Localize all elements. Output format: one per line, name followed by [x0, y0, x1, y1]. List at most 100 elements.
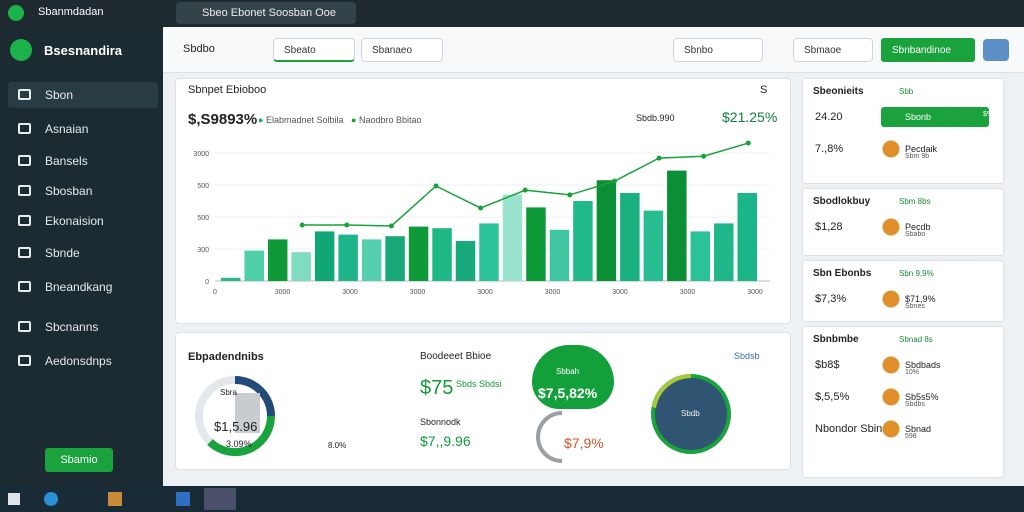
donut-tag: Sbra — [220, 388, 237, 397]
row-label[interactable]: Pecdaik — [881, 139, 951, 159]
bar — [291, 252, 311, 281]
trend-point — [701, 153, 707, 159]
taskbar — [0, 486, 1024, 512]
row-label[interactable]: Sbonb — [881, 107, 989, 127]
nav-item[interactable]: Sbcnanns — [8, 314, 158, 340]
row-label[interactable]: Sb5s5% — [881, 387, 951, 407]
donut-sub: 3.09% — [226, 439, 252, 449]
nav-icon — [18, 123, 31, 134]
side-panel: Sbodlokbuy Sbm 8bs $1,28 Pecdb Sbabo — [802, 188, 1004, 256]
nav-label: Bneandkang — [45, 280, 113, 294]
legend-entry: Elabmadnet Solbila — [265, 115, 344, 125]
bar — [573, 201, 593, 281]
search[interactable]: Sbdbo — [183, 43, 215, 55]
row-value: $1,28 — [815, 221, 843, 233]
nav-item[interactable]: Aedonsdnps — [8, 348, 158, 374]
bar — [455, 241, 476, 281]
trend-point — [611, 178, 617, 184]
x-tick-label: 3000 — [545, 289, 561, 296]
row-value: $b8$ — [815, 359, 840, 371]
start-button[interactable] — [8, 493, 20, 505]
y-tick-label: 0 — [205, 279, 209, 286]
mid-sub-title: Sbonnodk — [420, 417, 461, 427]
trend-point — [656, 155, 662, 161]
row-extra: Sbnes — [905, 303, 925, 310]
row-extra: 598 — [905, 433, 917, 440]
nav-icon — [18, 281, 31, 292]
row-value: $7,3% — [815, 293, 847, 305]
nav-label: Aedonsdnps — [45, 354, 112, 368]
nav-item[interactable]: Asnaian — [8, 116, 158, 142]
row-label[interactable]: Sbdbads — [881, 355, 951, 375]
nav-item[interactable]: Sbnde — [8, 240, 158, 266]
x-tick-label: 3000 — [477, 289, 493, 296]
donut-value: $1,5.96 — [214, 419, 258, 434]
chart-card: Sbnpet Ebioboo S $,S9893% ● Elabmadnet S… — [175, 78, 791, 324]
panel-title: Sbeonieits — [813, 86, 864, 97]
nav-icon — [18, 215, 31, 226]
side-panel: Sbeonieits Sbb 24.20 Sbonb $% 7.,8% Pecdaik Sbm… — [802, 78, 1004, 184]
panel-title: Sbodlokbuy — [813, 196, 871, 207]
mid-title: Boodeeet Bbioe — [420, 351, 492, 362]
nav-label: Sbon — [45, 88, 74, 102]
title-bar: Sbanmdadan Sbeo Ebonet Soosban Ooe — [0, 0, 1024, 27]
side-panel: Sbnbmbe Sbnad 8s $b8$ Sbdbads 10% $,5,5% Sb5s5… — [802, 326, 1004, 478]
taskbar-icon[interactable] — [108, 492, 122, 506]
row-value: $,5,5% — [815, 391, 850, 403]
app-icon — [8, 5, 24, 21]
y-tick-label: 300 — [197, 247, 209, 254]
filter[interactable]: Sbeato — [273, 38, 355, 62]
bar — [502, 194, 523, 281]
nav-item[interactable]: Sbon — [8, 82, 158, 108]
nav-item[interactable]: Sbosban — [8, 178, 158, 204]
taskbar-icon[interactable] — [176, 492, 190, 506]
badge-value: $7,5,82% — [538, 385, 598, 401]
chart: 0 300 500 500 3000 0 3000 3000 3000 3000 3000 3000 3… — [193, 140, 770, 296]
row-label[interactable]: $71,9% — [881, 289, 951, 309]
stat: $21.25% — [722, 109, 778, 125]
trend-point — [522, 187, 528, 193]
sidebar-button[interactable]: Sbamio — [45, 448, 113, 472]
tab[interactable]: Sbeo Ebonet Soosban Ooe — [176, 2, 356, 24]
row-extra: $% — [983, 111, 994, 118]
x-tick-label: 3000 — [680, 289, 696, 296]
bar — [408, 226, 429, 281]
right-filter[interactable]: Sbdsb — [734, 351, 760, 361]
x-tick-label: 0 — [213, 289, 217, 296]
nav-item[interactable]: Ekonaision — [8, 208, 158, 234]
row-extra: Sbm 9b — [905, 153, 930, 160]
nav-item[interactable]: Bneandkang — [8, 274, 158, 300]
summary-card: Ebpadendnibs Sbra $1,5.96 3.09% 8.0% Boo… — [175, 332, 791, 470]
bar — [714, 223, 734, 281]
legend: ● Elabmadnet Solbila ● Naodbro Bbitao — [258, 115, 422, 125]
taskbar-icon[interactable] — [44, 492, 58, 506]
panel-tag: Sbm 8bs — [899, 197, 931, 206]
primary-button[interactable]: Sbnbandinoe — [881, 38, 975, 62]
row-label[interactable]: Sbnad — [881, 419, 951, 439]
x-tick-label: 3000 — [612, 289, 628, 296]
card-action[interactable]: S — [760, 84, 768, 96]
filter[interactable]: Sbanaeo — [361, 38, 443, 62]
y-tick-label: 3000 — [193, 151, 209, 158]
icon-button[interactable] — [983, 39, 1009, 61]
x-tick-label: 3000 — [275, 289, 291, 296]
trend-point — [344, 222, 350, 228]
bar — [385, 236, 405, 281]
filter[interactable]: Sbnbo — [673, 38, 763, 62]
pie — [651, 374, 731, 454]
donut — [195, 376, 276, 457]
panel-title: Sbn Ebonbs — [813, 268, 872, 279]
bar — [526, 207, 546, 281]
nav-icon — [18, 355, 31, 366]
taskbar-icon[interactable] — [204, 488, 236, 510]
filter[interactable]: Sbmaoe — [793, 38, 873, 62]
row-label[interactable]: Pecdb — [881, 217, 951, 237]
nav-item[interactable]: Bansels — [8, 148, 158, 174]
bar — [667, 170, 687, 281]
x-tick-label: 3000 — [342, 289, 358, 296]
trend-point — [388, 223, 394, 229]
card-title: Sbnpet Ebioboo — [188, 84, 267, 96]
nav-icon — [18, 185, 31, 196]
donut-side: 8.0% — [328, 441, 347, 450]
